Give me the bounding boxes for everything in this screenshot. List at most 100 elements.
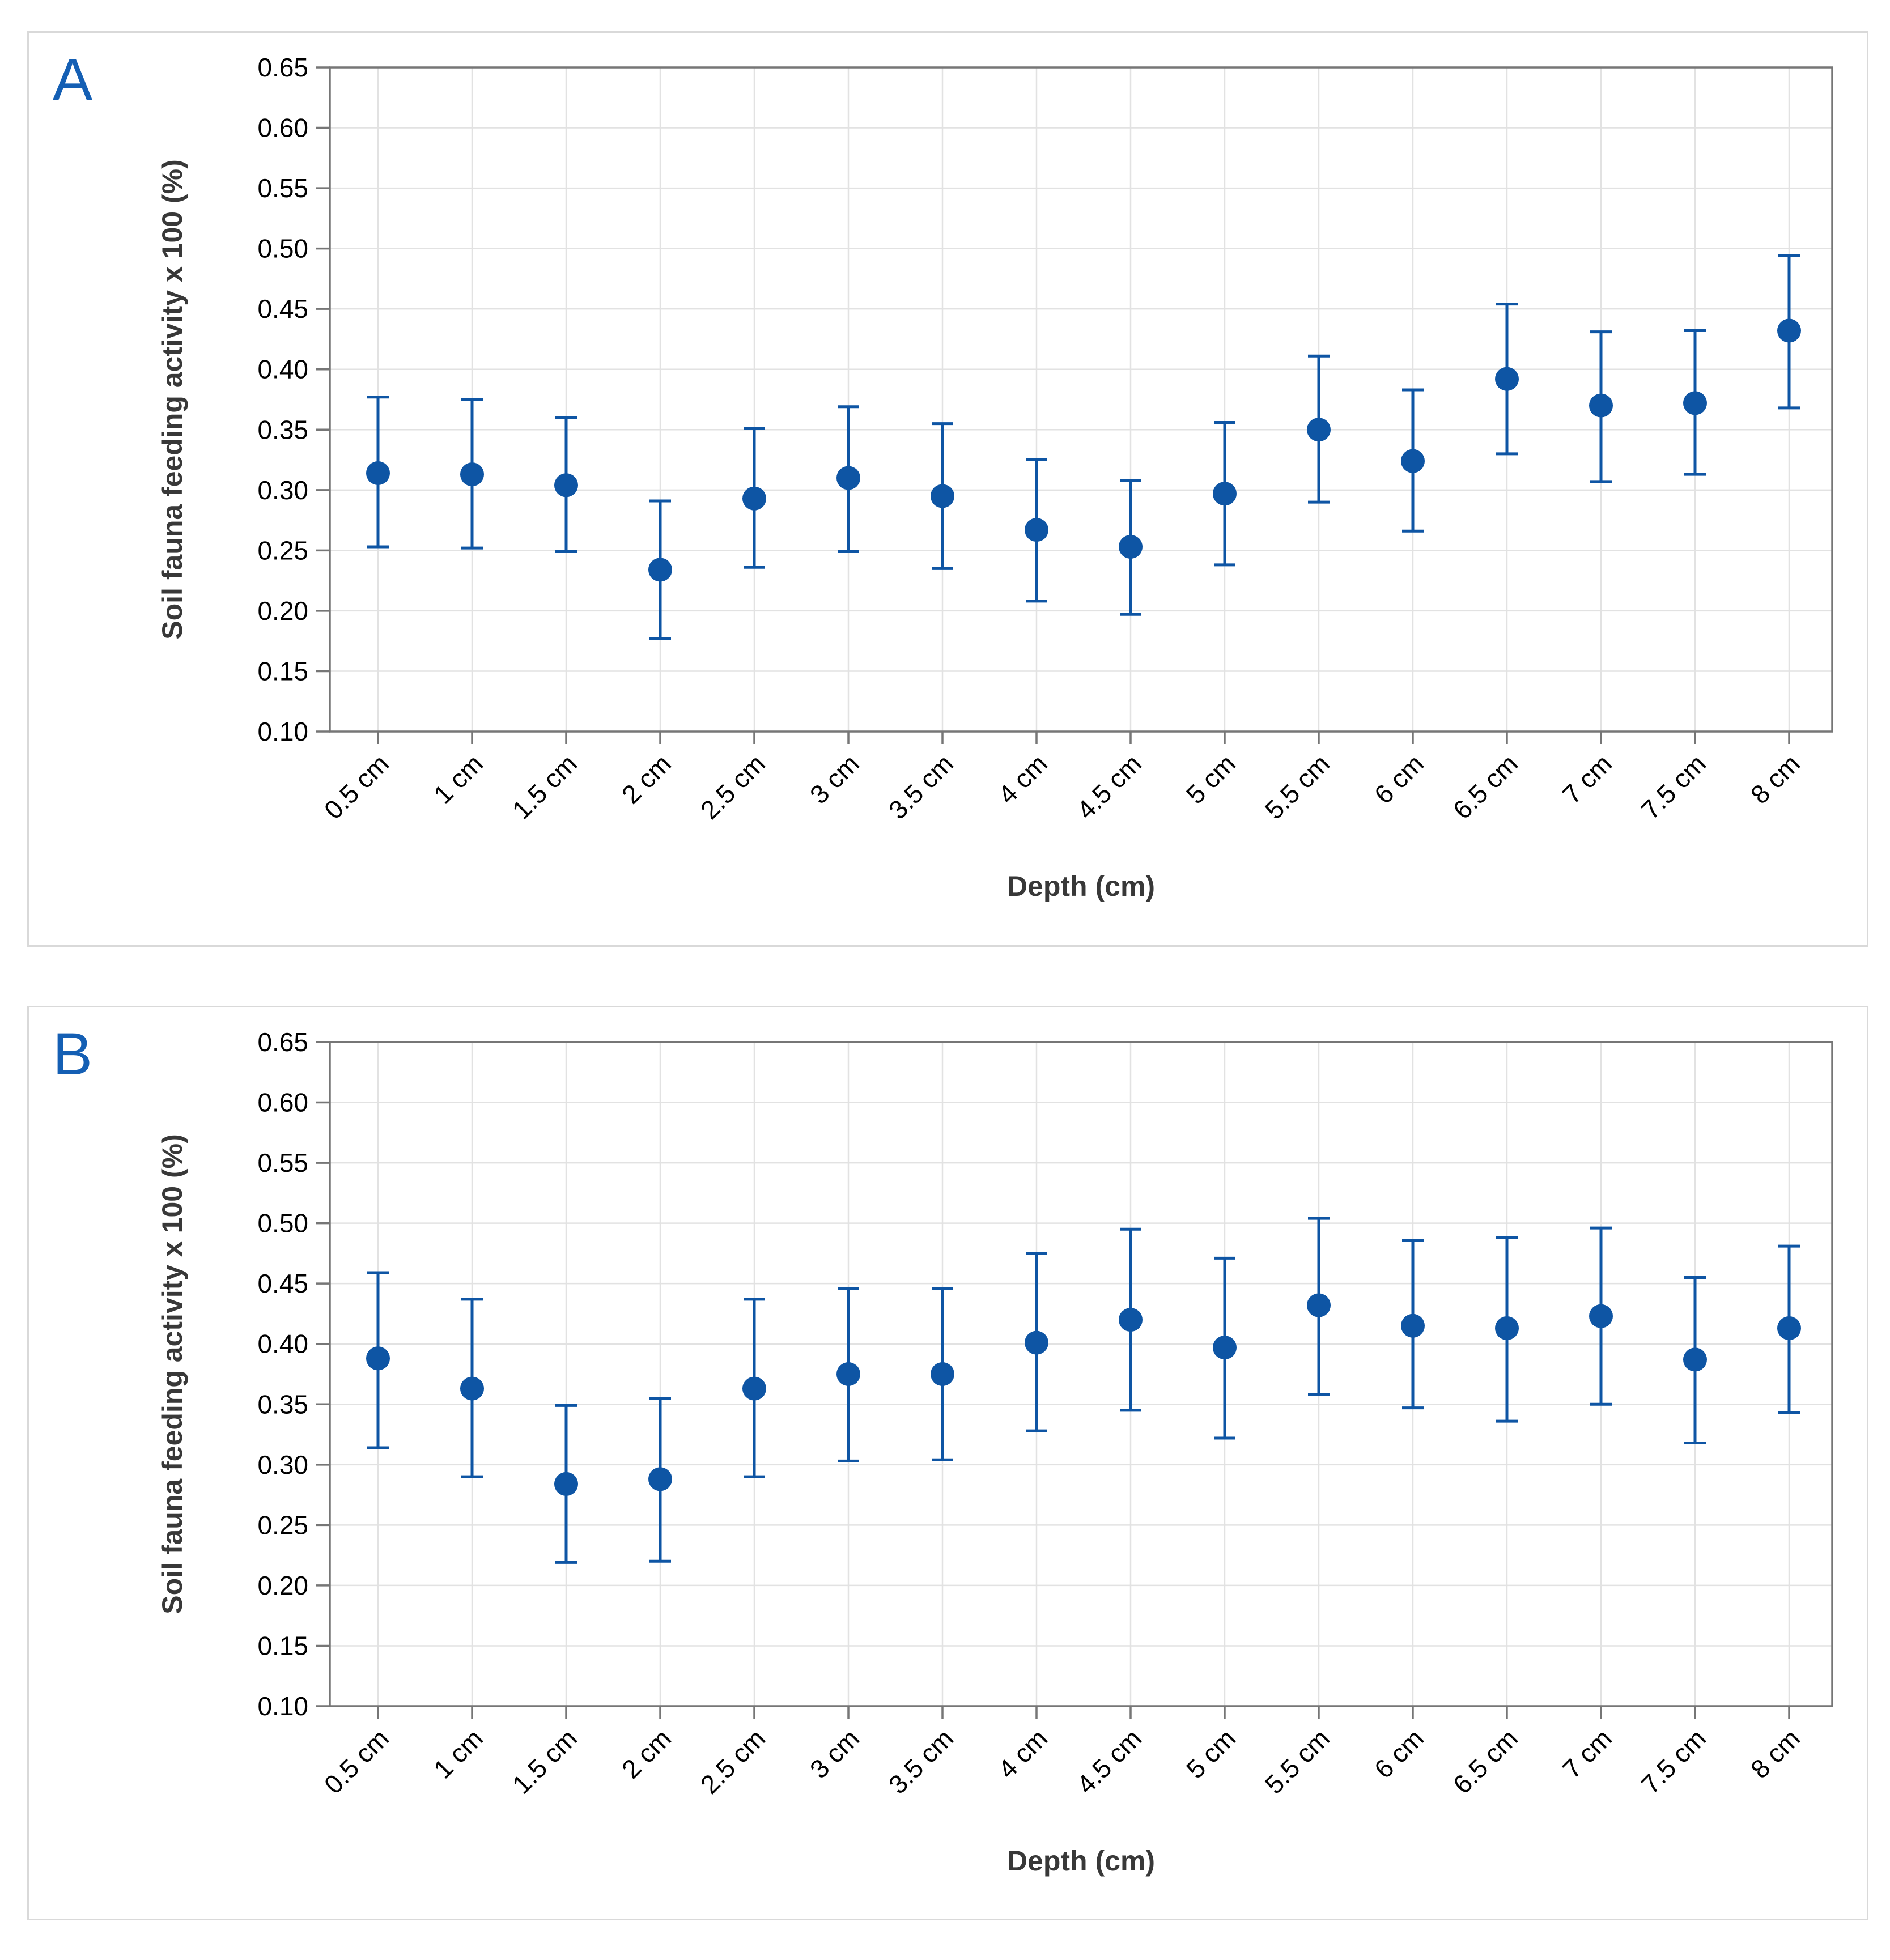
data-point-marker xyxy=(931,1362,954,1386)
y-tick-label: 0.55 xyxy=(257,173,308,203)
x-tick-label: 4 cm xyxy=(992,749,1053,809)
panel-a: A 0.65 0.60 0.55 0.50 0.45 0.40 0.35 0.30 0.25 0.… xyxy=(27,31,1868,947)
x-tick-label: 1 cm xyxy=(428,1723,489,1784)
y-tick-label: 0.50 xyxy=(257,234,308,263)
x-axis-title: Depth (cm) xyxy=(1007,870,1155,902)
data-point-marker xyxy=(1307,418,1331,442)
y-tick-label: 0.30 xyxy=(257,1450,308,1479)
y-tick-label: 0.25 xyxy=(257,1510,308,1540)
data-point-marker xyxy=(554,473,578,498)
y-tick-label: 0.35 xyxy=(257,1389,308,1419)
x-tick-label: 6.5 cm xyxy=(1447,749,1523,824)
data-point-marker xyxy=(460,1376,484,1401)
x-tick-label: 3 cm xyxy=(804,1723,865,1784)
y-tick-label: 0.50 xyxy=(257,1209,308,1238)
x-tick-label: 1 cm xyxy=(428,749,489,809)
data-point-marker xyxy=(648,1467,672,1491)
panel-a-letter: A xyxy=(53,46,93,113)
x-tick-label: 2.5 cm xyxy=(695,749,771,824)
x-tick-label: 5 cm xyxy=(1180,1723,1241,1784)
plot-frame xyxy=(329,66,1833,733)
data-point-marker xyxy=(1683,391,1707,415)
y-tick-label: 0.40 xyxy=(257,1329,308,1359)
data-point-marker xyxy=(836,1362,860,1386)
y-tick-label: 0.20 xyxy=(257,596,308,626)
data-point-marker xyxy=(1119,534,1143,559)
data-point-marker xyxy=(742,486,766,511)
x-tick-label: 3.5 cm xyxy=(883,1723,959,1799)
data-point-marker xyxy=(836,466,860,490)
x-tick-label: 8 cm xyxy=(1745,1723,1806,1784)
x-tick-label: 6 cm xyxy=(1369,1723,1429,1784)
y-tick-label: 0.10 xyxy=(257,717,308,746)
y-axis-title: Soil fauna feeding activity x 100 (%) xyxy=(156,1134,188,1614)
data-point-marker xyxy=(1119,1308,1143,1332)
y-tick-label: 0.40 xyxy=(257,355,308,384)
data-point-marker xyxy=(554,1472,578,1496)
panel-b-letter: B xyxy=(53,1021,93,1087)
y-tick-label: 0.15 xyxy=(257,1631,308,1660)
x-tick-label: 6 cm xyxy=(1369,749,1429,809)
x-tick-label: 3.5 cm xyxy=(883,749,959,824)
data-point-marker xyxy=(1589,1304,1613,1328)
panel-b: B 0.65 0.60 0.55 0.50 0.45 0.40 0.35 0.30 0.25 0.… xyxy=(27,1006,1868,1920)
data-point-marker xyxy=(648,558,672,582)
data-point-marker xyxy=(1213,482,1237,506)
y-tick-label: 0.30 xyxy=(257,475,308,505)
data-point-marker xyxy=(1307,1293,1331,1317)
data-point-marker xyxy=(931,484,954,508)
x-tick-label: 4.5 cm xyxy=(1071,1723,1147,1799)
y-tick-label: 0.45 xyxy=(257,1269,308,1298)
x-tick-label: 5 cm xyxy=(1180,749,1241,809)
chart-b: 0.65 0.60 0.55 0.50 0.45 0.40 0.35 0.30 0.25 0.20… xyxy=(156,1027,1833,1877)
data-point-marker xyxy=(460,462,484,487)
chart-a: 0.65 0.60 0.55 0.50 0.45 0.40 0.35 0.30 0.25 0.20… xyxy=(156,53,1833,902)
y-tick-label: 0.65 xyxy=(257,53,308,82)
y-tick-label: 0.25 xyxy=(257,535,308,565)
x-tick-label: 5.5 cm xyxy=(1259,1723,1335,1799)
x-tick-label: 8 cm xyxy=(1745,749,1806,809)
y-tick-label: 0.65 xyxy=(257,1027,308,1057)
x-tick-label: 0.5 cm xyxy=(318,1723,394,1799)
x-tick-label: 5.5 cm xyxy=(1259,749,1335,824)
data-point-marker xyxy=(1401,449,1425,473)
data-point-marker xyxy=(1025,518,1048,542)
data-point-marker xyxy=(1777,318,1801,343)
x-tick-label: 2 cm xyxy=(616,749,677,809)
data-point-marker xyxy=(1025,1330,1048,1355)
x-tick-label: 7 cm xyxy=(1557,749,1617,809)
y-tick-label: 0.15 xyxy=(257,656,308,686)
data-point-marker xyxy=(366,1346,390,1371)
x-tick-label: 7.5 cm xyxy=(1636,749,1711,824)
x-tick-label: 4.5 cm xyxy=(1071,749,1147,824)
x-tick-label: 1.5 cm xyxy=(507,1723,583,1799)
x-tick-label: 7.5 cm xyxy=(1636,1723,1711,1799)
x-tick-label: 0.5 cm xyxy=(318,749,394,824)
data-point-marker xyxy=(1495,1316,1519,1341)
data-point-marker xyxy=(1495,367,1519,391)
x-tick-label: 4 cm xyxy=(992,1723,1053,1784)
y-tick-label: 0.60 xyxy=(257,113,308,143)
x-tick-label: 7 cm xyxy=(1557,1723,1617,1784)
y-tick-label: 0.60 xyxy=(257,1088,308,1117)
x-tick-label: 3 cm xyxy=(804,749,865,809)
data-point-marker xyxy=(1683,1347,1707,1372)
x-tick-label: 2.5 cm xyxy=(695,1723,771,1799)
y-tick-label: 0.55 xyxy=(257,1148,308,1177)
x-tick-label: 1.5 cm xyxy=(507,749,583,824)
data-point-marker xyxy=(1777,1316,1801,1341)
data-point-marker xyxy=(1589,393,1613,418)
data-point-marker xyxy=(742,1376,766,1401)
x-axis-title: Depth (cm) xyxy=(1007,1845,1155,1877)
y-tick-label: 0.35 xyxy=(257,415,308,444)
data-point-marker xyxy=(1401,1313,1425,1338)
x-tick-label: 2 cm xyxy=(616,1723,677,1784)
y-tick-label: 0.20 xyxy=(257,1571,308,1600)
y-tick-label: 0.45 xyxy=(257,294,308,324)
data-point-marker xyxy=(366,461,390,485)
y-tick-label: 0.10 xyxy=(257,1691,308,1721)
data-point-marker xyxy=(1213,1336,1237,1360)
y-axis-title: Soil fauna feeding activity x 100 (%) xyxy=(156,159,188,639)
plot-frame xyxy=(329,1041,1833,1707)
x-tick-label: 6.5 cm xyxy=(1447,1723,1523,1799)
